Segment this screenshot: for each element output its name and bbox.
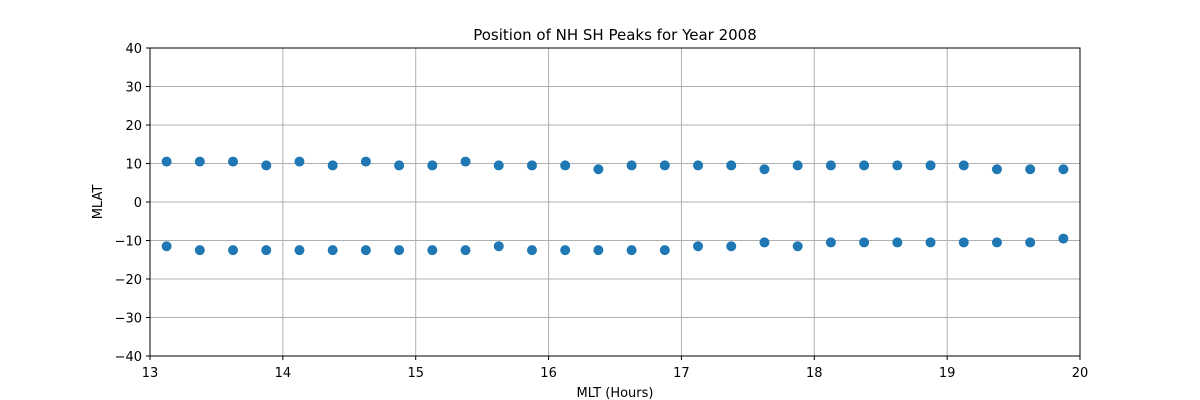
y-tick-label: −30 xyxy=(115,312,142,327)
data-point xyxy=(294,156,305,167)
x-tick-label: 19 xyxy=(939,366,956,381)
data-point xyxy=(958,160,969,171)
data-point xyxy=(161,241,172,252)
data-point xyxy=(493,160,504,171)
y-tick-label: 40 xyxy=(125,42,142,57)
y-tick-label: −20 xyxy=(115,273,142,288)
data-point xyxy=(859,160,870,171)
data-point xyxy=(427,245,438,256)
data-point xyxy=(327,160,338,171)
data-point xyxy=(825,237,836,248)
x-tick-label: 18 xyxy=(806,366,823,381)
data-point xyxy=(161,156,172,167)
data-point xyxy=(892,160,903,171)
data-point xyxy=(228,245,239,256)
y-tick-label: 20 xyxy=(125,119,142,134)
data-point xyxy=(859,237,870,248)
x-tick-label: 20 xyxy=(1072,366,1089,381)
data-point xyxy=(560,160,571,171)
data-point xyxy=(493,241,504,252)
y-tick-label: 0 xyxy=(134,196,142,211)
data-point xyxy=(892,237,903,248)
data-point xyxy=(460,245,471,256)
data-point xyxy=(726,160,737,171)
x-tick-label: 16 xyxy=(540,366,557,381)
data-point xyxy=(394,160,405,171)
data-point xyxy=(360,245,371,256)
data-point xyxy=(958,237,969,248)
data-point xyxy=(560,245,571,256)
y-tick-label: 30 xyxy=(125,81,142,96)
data-point xyxy=(1058,164,1069,175)
data-point xyxy=(526,245,537,256)
x-axis-label: MLT (Hours) xyxy=(577,386,654,400)
data-point xyxy=(261,245,272,256)
data-point xyxy=(194,156,205,167)
data-point xyxy=(294,245,305,256)
data-point xyxy=(626,245,637,256)
data-point xyxy=(925,160,936,171)
data-point xyxy=(693,160,704,171)
data-point xyxy=(792,241,803,252)
x-tick-label: 17 xyxy=(673,366,690,381)
data-point xyxy=(1058,233,1069,244)
data-point xyxy=(427,160,438,171)
x-tick-label: 15 xyxy=(407,366,424,381)
data-point xyxy=(194,245,205,256)
x-tick-label: 13 xyxy=(142,366,159,381)
data-point xyxy=(1025,164,1036,175)
data-point xyxy=(991,237,1002,248)
data-point xyxy=(759,164,770,175)
data-point xyxy=(593,245,604,256)
y-tick-label: −40 xyxy=(115,350,142,365)
data-points xyxy=(161,156,1069,256)
data-point xyxy=(327,245,338,256)
data-point xyxy=(394,245,405,256)
grid xyxy=(149,47,1081,357)
data-point xyxy=(825,160,836,171)
y-tick-label: −10 xyxy=(115,235,142,250)
data-point xyxy=(228,156,239,167)
data-point xyxy=(460,156,471,167)
y-axis-label: MLAT xyxy=(91,185,106,220)
data-point xyxy=(626,160,637,171)
data-point xyxy=(1025,237,1036,248)
data-point xyxy=(261,160,272,171)
chart-title: Position of NH SH Peaks for Year 2008 xyxy=(473,26,757,44)
data-point xyxy=(360,156,371,167)
data-point xyxy=(659,245,670,256)
data-point xyxy=(925,237,936,248)
data-point xyxy=(792,160,803,171)
axis-ticks: 13 14 15 16 17 18 19 20 −40 −30 −20 −10 0 10 20 30 40 xyxy=(115,42,1089,381)
x-tick-label: 14 xyxy=(275,366,292,381)
data-point xyxy=(693,241,704,252)
data-point xyxy=(526,160,537,171)
y-tick-label: 10 xyxy=(125,158,142,173)
data-point xyxy=(659,160,670,171)
data-point xyxy=(593,164,604,175)
data-point xyxy=(759,237,770,248)
data-point xyxy=(726,241,737,252)
data-point xyxy=(991,164,1002,175)
